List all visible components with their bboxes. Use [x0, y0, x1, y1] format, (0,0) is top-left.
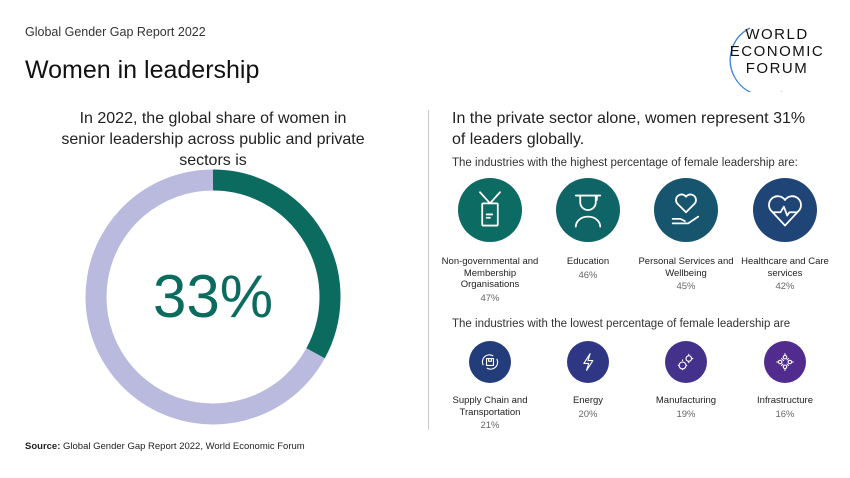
industry-lowest-item: Manufacturing 19% [631, 341, 741, 420]
industry-percent: 42% [775, 281, 795, 292]
logo-arc [729, 27, 782, 92]
source-text: Global Gender Gap Report 2022, World Eco… [63, 441, 305, 452]
industry-percent: 47% [480, 292, 500, 304]
logo-line-1: WORLD [745, 26, 808, 43]
industry-icon-circle [753, 178, 817, 242]
industry-name: Supply Chain and Transportation [452, 395, 528, 418]
lowest-label: The industries with the lowest percentag… [452, 318, 791, 330]
donut-slice-other [85, 169, 325, 425]
report-kicker: Global Gender Gap Report 2022 [25, 25, 206, 39]
industry-name: Infrastructure [757, 395, 813, 406]
industry-highest-item: Non-governmental and Membership Organisa… [435, 178, 545, 304]
source-note: Source: Global Gender Gap Report 2022, W… [25, 441, 305, 452]
industry-highest-item: Education 46% [533, 178, 643, 281]
industry-icon-circle [458, 178, 522, 242]
lightning-icon [583, 353, 594, 371]
industry-icon-circle [764, 341, 806, 383]
page-title: Women in leadership [25, 56, 260, 84]
left-heading: In 2022, the global share of women in se… [61, 110, 365, 169]
logo-line-2: ECONOMIC [730, 43, 825, 60]
box-cycle-icon [481, 354, 499, 370]
industry-name: Healthcare and Care services [741, 256, 829, 279]
gears-icon [677, 353, 694, 371]
industry-highest-item: Personal Services and Wellbeing 45% [631, 178, 741, 292]
industry-name: Non-governmental and Membership Organisa… [441, 256, 539, 290]
industry-highest-item: Healthcare and Care services 42% [730, 178, 840, 292]
industry-lowest-item: Supply Chain and Transportation 21% [435, 341, 545, 431]
industry-percent: 21% [480, 420, 500, 431]
industry-lowest-item: Infrastructure 16% [730, 341, 840, 420]
industry-percent: 16% [775, 408, 795, 420]
heart-hand-icon [671, 193, 700, 225]
graduate-icon [574, 194, 602, 228]
industry-icon-circle [567, 341, 609, 383]
id-badge-icon [479, 191, 501, 227]
industry-icon-circle [469, 341, 511, 383]
donut-slice-women [212, 169, 341, 359]
network-icon [776, 353, 794, 371]
industry-name: Personal Services and Wellbeing [638, 256, 734, 279]
industry-icon-circle [665, 341, 707, 383]
industry-lowest-item: Energy 20% [533, 341, 643, 420]
divider [428, 110, 429, 430]
industry-name: Energy [572, 395, 604, 406]
industry-percent: 20% [578, 408, 598, 420]
donut-center-label: 33% [153, 263, 273, 330]
heartbeat-icon [768, 195, 802, 227]
highest-label: The industries with the highest percenta… [452, 157, 798, 169]
wef-logo: WORLD ECONOMIC FORUM [729, 26, 825, 92]
donut-chart: 33% [85, 169, 341, 425]
industry-name: Education [566, 256, 610, 267]
industry-icon-circle [654, 178, 718, 242]
industry-percent: 19% [676, 408, 696, 420]
source-label: Source: [25, 441, 61, 452]
industry-percent: 45% [676, 281, 696, 292]
right-heading: In the private sector alone, women repre… [452, 110, 806, 148]
logo-line-3: FORUM [746, 60, 809, 77]
industry-percent: 46% [578, 269, 598, 281]
industry-icon-circle [556, 178, 620, 242]
industry-name: Manufacturing [655, 395, 717, 406]
